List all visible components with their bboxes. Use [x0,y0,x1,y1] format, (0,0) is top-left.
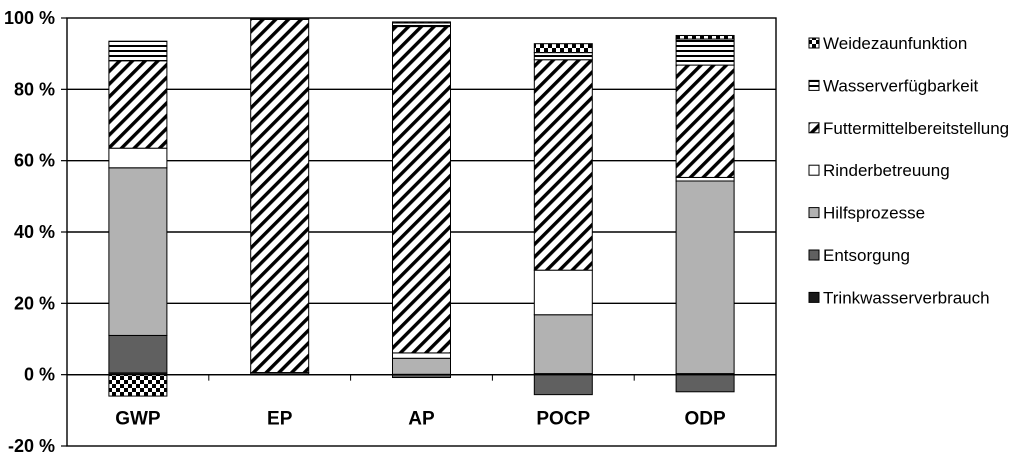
y-tick-label: 40 % [14,222,55,242]
legend-swatch [808,291,820,303]
legend-swatch [808,79,820,91]
bar-segment-futtermittelbereitstellung [675,64,735,178]
bar-segment-futtermittelbereitstellung [108,60,168,149]
legend: Weidezaunfunktion Wasserverfügbarkeit Futt… [808,34,1009,307]
bar-segment-rinderbetreuung [675,176,735,182]
x-category-label: AP [408,409,435,430]
legend-label: Rinderbetreuung [823,161,950,180]
legend-label: Wasserverfügbarkeit [823,76,979,95]
legend-swatch [808,249,820,261]
bar-segment-hilfsprozesse [392,357,451,375]
bar-segment-futtermittelbereitstellung [533,59,593,271]
y-tick-label: 80 % [14,79,55,99]
bar-segment-rinderbetreuung [392,352,451,359]
legend-swatch [808,164,820,176]
bar-segment-weidezaunfunktion [533,43,593,54]
bar-segment-weidezaunfunktion [675,34,735,40]
x-category-label: ODP [685,409,727,430]
bar-segment-wasserverfügbarkeit [392,22,451,28]
x-category-label: POCP [536,409,590,430]
legend-label: Futtermittelbereitstellung [823,119,1009,138]
y-tick-label: 60 % [14,151,55,171]
y-tick-label: 20 % [14,293,55,313]
legend-label: Hilfsprozesse [823,204,925,223]
bar-segment-entsorgung [108,334,168,374]
plot-area: -20 % 0 % 20 % 40 % 60 % 80 % 100 % GWP EP AP POCP… [4,8,777,454]
legend-swatch [808,122,820,134]
y-tick-label: 100 % [4,8,55,28]
bar-segment-rinderbetreuung [108,147,168,169]
bar-segment-entsorgung [533,374,593,396]
bar-segment-hilfsprozesse [533,314,593,375]
bar-segment-wasserverfügbarkeit [108,40,168,62]
legend-label: Entsorgung [823,246,910,265]
legend-label: Trinkwasserverbrauch [823,288,990,307]
legend-label: Weidezaunfunktion [823,34,967,53]
bar-segment-hilfsprozesse [675,180,735,375]
y-tick-label: 0 % [24,365,55,385]
y-tick-label: -20 % [8,436,55,454]
bar-segment-entsorgung [675,374,735,393]
x-category-label: GWP [115,409,161,430]
bar-segment-futtermittelbereitstellung [250,18,310,374]
plot-frame [66,17,777,447]
bar-segment-wasserverfügbarkeit [675,38,735,66]
bar-segment-weidezaunfunktion [392,21,451,24]
bar-segment-weidezaunfunktion [108,374,168,397]
legend-swatch [808,207,820,219]
bar-segment-hilfsprozesse [108,167,168,336]
legend-swatch [808,37,820,49]
x-category-label: EP [267,409,293,430]
bar-segment-wasserverfügbarkeit [533,52,593,61]
bar-segment-futtermittelbereitstellung [392,26,451,354]
bar-segment-rinderbetreuung [533,269,593,316]
